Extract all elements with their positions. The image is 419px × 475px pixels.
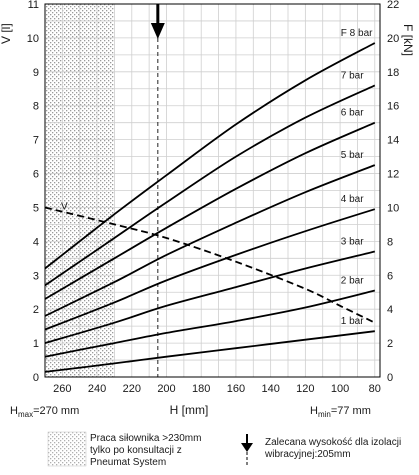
curve-label-8: F 8 bar: [341, 28, 373, 39]
curve-label-4: 4 bar: [341, 194, 364, 205]
x-tick-label: 240: [88, 383, 106, 395]
volume-curve-line: [44, 206, 376, 324]
y-left-tick-label: 7: [33, 135, 39, 147]
legend-arrow-text: Zalecana wysokość dla izolacji wibracyjn…: [264, 437, 404, 460]
volume-curve: V: [44, 201, 376, 324]
y-left-tick-label: 8: [33, 101, 39, 113]
y-right-axis-title: F [kN]: [401, 24, 415, 56]
y-right-tick-label: 22: [387, 0, 399, 11]
plot-frame: [44, 3, 381, 378]
y-right-tick-label: 12: [387, 169, 399, 181]
y-left-tick-label: 11: [28, 0, 39, 11]
curve-label-5: 5 bar: [341, 150, 364, 161]
curve-label-3: 3 bar: [341, 237, 364, 248]
curve-label-2: 2 bar: [341, 276, 364, 287]
legend-hatch-swatch: [47, 431, 87, 467]
force-curves: 1 bar 2 bar 3 bar 4 bar 5 bar 6 bar 7 bar F 8 b…: [44, 28, 376, 373]
y-left-tick-label: 10: [27, 33, 39, 45]
x-axis-title: H [mm]: [170, 403, 209, 417]
y-right-tick-label: 2: [387, 338, 393, 350]
y-right-tick-label: 6: [387, 270, 393, 282]
y-right-tick-label: 8: [387, 236, 393, 248]
hmin-label: Hmin=77 mm: [310, 405, 371, 419]
y-right-tick-label: 10: [387, 202, 399, 214]
y-right-tick-label: 20: [387, 33, 399, 45]
force-curve-8: [44, 42, 376, 270]
force-curve-3: [44, 250, 376, 344]
curve-label-6: 6 bar: [341, 108, 364, 119]
recommended-arrow-head: [150, 23, 165, 39]
x-tick-label: 260: [53, 383, 71, 395]
curve-label-7: 7 bar: [341, 70, 364, 81]
y-left-tick-label: 1: [33, 338, 39, 350]
hmax-label: Hmax=270 mm: [10, 405, 79, 419]
curve-label-1: 1 bar: [341, 316, 364, 327]
x-tick-label: 180: [192, 383, 210, 395]
y-right-tick-label: 4: [387, 304, 393, 316]
force-curve-2: [44, 289, 376, 358]
force-curve-7: [44, 84, 376, 287]
x-tick-label: 140: [261, 383, 279, 395]
force-curve-4: [44, 208, 376, 331]
y-left-tick-label: 3: [33, 270, 39, 282]
volume-curve-label: V: [61, 201, 68, 212]
legend-arrow-icon: [241, 434, 253, 466]
force-curve-6: [44, 121, 376, 300]
y-right-tick-label: 18: [387, 67, 399, 79]
plot-border: [44, 3, 381, 378]
y-left-axis-title: V [l]: [0, 23, 13, 44]
y-left-tick-label: 9: [33, 67, 39, 79]
y-left-tick-label: 4: [33, 236, 39, 248]
x-tick-label: 160: [227, 383, 245, 395]
x-tick-label: 200: [157, 383, 175, 395]
y-left-tick-label: 5: [33, 202, 39, 214]
x-tick-label: 100: [331, 383, 349, 395]
y-left-tick-label: 2: [33, 304, 39, 316]
y-right-tick-label: 16: [387, 101, 399, 113]
tick-labels: 260 240 220 200 180 160 140 120 100 8001234567891…: [27, 0, 400, 395]
x-tick-label: 120: [296, 383, 314, 395]
force-curve-5: [44, 164, 376, 317]
y-right-tick-label: 0: [387, 372, 393, 384]
y-right-tick-label: 14: [387, 135, 399, 147]
force-curve-1: [44, 330, 375, 373]
y-left-tick-label: 0: [33, 372, 39, 384]
x-tick-label: 80: [369, 383, 381, 395]
y-left-tick-label: 6: [33, 169, 39, 181]
legend-hatch-text: Praca siłownika >230mm tylko po konsulta…: [90, 433, 204, 468]
x-tick-label: 220: [123, 383, 141, 395]
